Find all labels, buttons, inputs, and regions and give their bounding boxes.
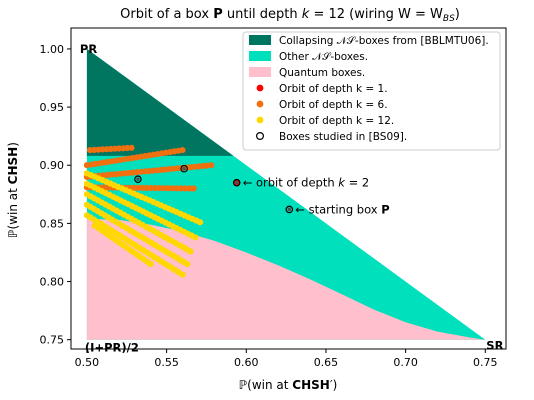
legend-label: Orbit of depth k = 12. bbox=[279, 115, 394, 127]
studied-box-center bbox=[287, 208, 291, 212]
title-subscript: BS bbox=[443, 14, 455, 24]
legend-label: Orbit of depth k = 1. bbox=[279, 83, 388, 95]
x-tick-label: 0.55 bbox=[154, 356, 179, 369]
y-tick-label: 1.00 bbox=[40, 43, 65, 56]
legend-dot bbox=[257, 117, 264, 124]
orbit-point-k6 bbox=[208, 162, 214, 168]
y-tick-label: 0.95 bbox=[40, 101, 65, 114]
x-tick-label: 0.70 bbox=[393, 356, 418, 369]
title-prefix: Orbit of a box bbox=[120, 7, 213, 22]
y-axis-label: ℙ(win at CHSH) bbox=[6, 142, 20, 238]
y-tick-label: 0.85 bbox=[40, 217, 65, 230]
annotation-start-bold: P bbox=[381, 202, 389, 216]
annotation-depth2: ← orbit of depth k = 2 bbox=[243, 176, 370, 190]
annotation-starting-box: ← starting box P bbox=[295, 202, 389, 216]
orbit-point-k6 bbox=[128, 145, 134, 151]
legend: Collapsing 𝒩𝒮-boxes from [BBLMTU06]. Othe… bbox=[243, 32, 500, 150]
corner-label-mix: (I+PR)/2 bbox=[85, 341, 139, 355]
orbit-point-k12 bbox=[148, 261, 154, 267]
title-suffix: ) bbox=[455, 7, 460, 22]
legend-label: Orbit of depth k = 6. bbox=[279, 99, 388, 111]
legend-label: Collapsing 𝒩𝒮-boxes from [BBLMTU06]. bbox=[279, 35, 489, 47]
legend-dot bbox=[257, 101, 264, 108]
corner-label-sr: SR bbox=[486, 339, 503, 353]
x-axis-label: ℙ(win at CHSH′) bbox=[239, 378, 338, 392]
title-k-value: = 12 (wiring W = W bbox=[309, 7, 443, 22]
x-axis-label-suffix: ′) bbox=[330, 378, 337, 392]
corner-label-pr: PR bbox=[80, 42, 97, 56]
orbit-point-k12 bbox=[179, 272, 185, 278]
legend-dot bbox=[257, 85, 264, 92]
orbit-point-k6 bbox=[179, 147, 185, 153]
x-axis-label-bold: CHSH bbox=[292, 378, 330, 392]
annotation-depth2-prefix: ← orbit of depth bbox=[243, 176, 339, 190]
studied-box-center bbox=[182, 167, 186, 171]
title-bold: P bbox=[213, 7, 223, 22]
legend-label: Quantum boxes. bbox=[279, 67, 365, 79]
legend-swatch bbox=[249, 51, 271, 61]
legend-swatch bbox=[249, 67, 271, 77]
x-axis-label-prefix: ℙ(win at bbox=[239, 378, 293, 392]
orbit-point-k12 bbox=[187, 248, 193, 254]
legend-swatch bbox=[249, 35, 271, 45]
orbit-point-k6 bbox=[191, 185, 197, 191]
y-tick-label: 0.80 bbox=[40, 276, 65, 289]
y-axis-label-suffix: ) bbox=[6, 142, 20, 147]
annotation-depth2-suffix: = 2 bbox=[345, 176, 369, 190]
orbit-point-k12 bbox=[184, 261, 190, 267]
annotation-start-prefix: ← starting box bbox=[295, 202, 381, 216]
studied-box-center bbox=[136, 177, 140, 181]
x-tick-label: 0.65 bbox=[314, 356, 339, 369]
legend-label: Other 𝒩𝒮-boxes. bbox=[279, 51, 368, 63]
orbit-point-k12 bbox=[197, 219, 203, 225]
title-middle: until depth bbox=[223, 7, 302, 22]
orbit-point-k12 bbox=[192, 234, 198, 240]
x-tick-label: 0.75 bbox=[473, 356, 498, 369]
studied-box-center bbox=[235, 181, 239, 185]
y-axis-label-prefix: ℙ(win at bbox=[6, 184, 20, 238]
x-tick-label: 0.50 bbox=[75, 356, 100, 369]
legend-label: Boxes studied in [BS09]. bbox=[279, 131, 407, 143]
y-tick-label: 0.90 bbox=[40, 159, 65, 172]
collapsing-region bbox=[87, 49, 234, 156]
chart-title: Orbit of a box P until depth k = 12 (wir… bbox=[120, 7, 460, 24]
y-axis-label-bold: CHSH bbox=[6, 147, 20, 185]
y-tick-label: 0.75 bbox=[40, 334, 65, 347]
x-tick-label: 0.60 bbox=[234, 356, 259, 369]
